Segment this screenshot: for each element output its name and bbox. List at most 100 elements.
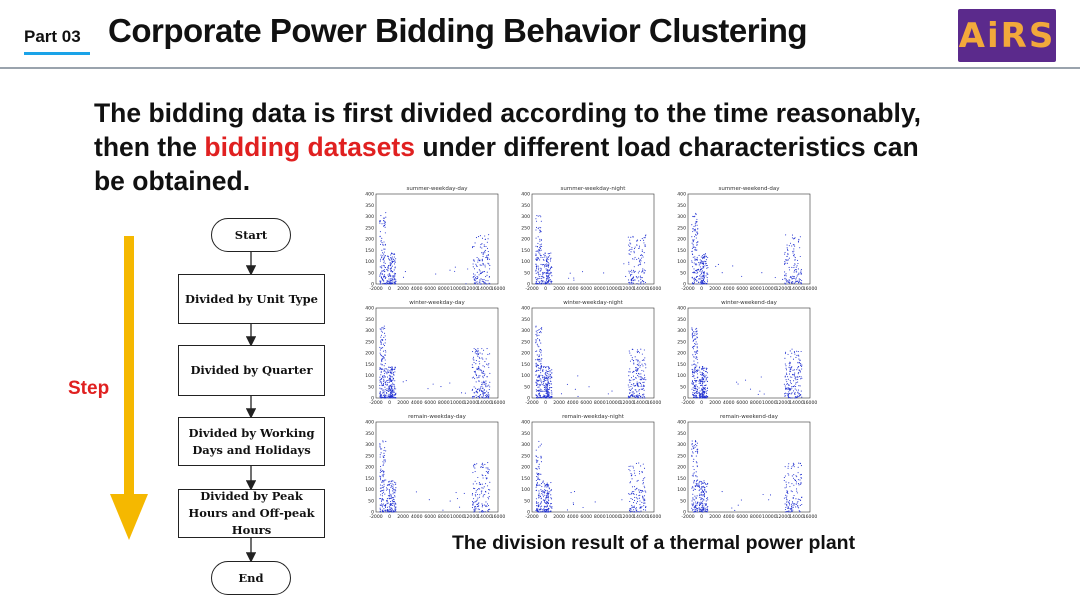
scatter-point <box>487 353 489 356</box>
scatter-point <box>481 390 483 393</box>
scatter-point <box>791 237 793 239</box>
scatter-point <box>481 372 483 374</box>
x-tick-label: 14000 <box>789 400 804 406</box>
scatter-point <box>379 392 381 394</box>
scatter-point <box>633 248 636 250</box>
scatter-point <box>542 384 544 386</box>
scatter-point <box>644 357 646 359</box>
scatter-point <box>380 468 382 470</box>
scatter-point <box>639 494 641 496</box>
scatter-point <box>644 376 646 379</box>
scatter-point <box>702 280 704 282</box>
scatter-point <box>694 495 696 497</box>
x-tick-label: 10000 <box>606 514 621 518</box>
scatter-point <box>390 493 392 495</box>
x-tick-label: 0 <box>388 514 391 518</box>
scatter-point <box>632 396 634 398</box>
scatter-point <box>472 273 475 275</box>
scatter-point <box>800 282 802 284</box>
scatter-point <box>539 254 541 256</box>
scatter-point <box>699 379 701 381</box>
scatter-point <box>797 466 799 468</box>
scatter-point <box>697 271 699 274</box>
scatter-point <box>547 495 550 497</box>
scatter-point <box>482 391 484 393</box>
scatter-point <box>792 462 794 464</box>
scatter-point <box>538 466 540 468</box>
scatter-point <box>706 279 708 281</box>
scatter-point <box>541 396 543 398</box>
scatter-point <box>633 470 635 472</box>
scatter-point <box>380 394 382 396</box>
scatter-point <box>488 469 490 471</box>
scatter-point <box>642 381 644 384</box>
scatter-point <box>548 367 551 369</box>
scatter-point <box>485 382 487 384</box>
scatter-point <box>643 495 646 497</box>
scatter-point <box>542 396 544 398</box>
scatter-point <box>387 267 389 269</box>
scatter-point <box>393 484 395 486</box>
scatter-point <box>635 359 637 361</box>
scatter-point <box>389 370 391 372</box>
scatter-point <box>643 393 645 395</box>
scatter-point <box>695 381 697 383</box>
scatter-point <box>480 278 482 280</box>
scatter-point <box>548 491 550 493</box>
scatter-point <box>631 478 633 480</box>
scatter-point <box>700 499 702 501</box>
scatter-point <box>543 483 545 485</box>
scatter-point <box>630 377 633 379</box>
scatter-point <box>535 237 537 239</box>
scatter-point <box>394 368 396 371</box>
scatter-point <box>630 251 632 253</box>
scatter-point <box>475 490 477 492</box>
scatter-point <box>484 397 486 399</box>
scatter-point <box>703 498 705 500</box>
scatter-point <box>484 493 486 496</box>
scatter-point <box>704 282 706 285</box>
scatter-point <box>547 261 549 264</box>
scatter-point <box>488 366 490 368</box>
x-tick-label: 16000 <box>803 514 818 518</box>
scatter-point <box>631 271 633 273</box>
scatter-point <box>784 251 786 253</box>
scatter-point <box>691 487 693 489</box>
scatter-point <box>632 467 634 469</box>
scatter-point <box>796 369 798 371</box>
scatter-point <box>629 470 631 472</box>
scatter-point <box>482 496 484 498</box>
scatter-point <box>481 371 483 373</box>
scatter-point <box>639 506 641 508</box>
scatter-point <box>641 250 643 253</box>
scatter-point <box>791 387 793 389</box>
scatter-point <box>797 395 799 397</box>
scatter-point <box>540 497 542 499</box>
scatter-point <box>380 343 382 346</box>
scatter-point <box>793 238 795 240</box>
scatter-point <box>384 244 386 246</box>
scatter-point <box>471 364 473 366</box>
scatter-point <box>547 498 549 500</box>
scatter-point <box>482 280 484 282</box>
scatter-point <box>550 387 552 389</box>
scatter-point <box>393 388 395 390</box>
scatter-point <box>721 272 723 274</box>
scatter-point <box>394 496 396 498</box>
scatter-point <box>640 278 642 280</box>
scatter-point <box>797 462 800 464</box>
scatter-point <box>537 397 539 399</box>
scatter-point <box>696 386 699 388</box>
scatter-point <box>549 382 551 384</box>
scatter-point <box>394 261 396 263</box>
scatter-point <box>488 263 490 265</box>
scatter-point <box>473 260 475 262</box>
scatter-point <box>700 256 702 258</box>
scatter-point <box>691 388 693 390</box>
scatter-point <box>538 392 541 394</box>
scatter-point <box>704 503 706 505</box>
scatter-point <box>540 283 543 285</box>
x-tick-label: 10000 <box>762 514 777 518</box>
scatter-point <box>380 340 382 342</box>
scatter-point <box>700 384 703 386</box>
